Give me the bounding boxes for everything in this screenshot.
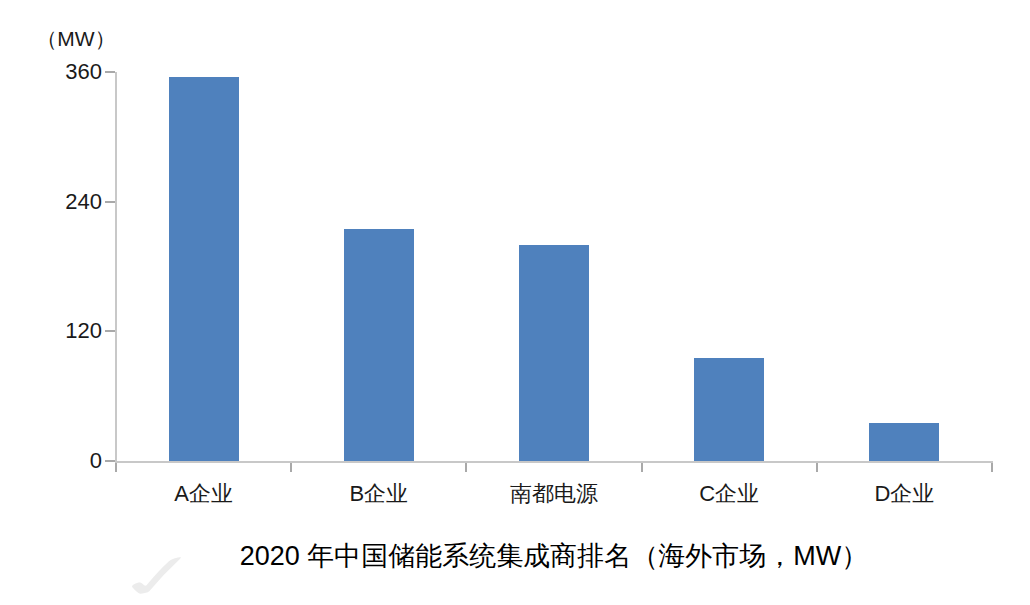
- y-axis-tick-label: 360: [28, 58, 102, 86]
- y-axis-tick: [105, 330, 115, 332]
- bar-chart: （MW） 0120240360A企业B企业南都电源C企业D企业 2020 年中国…: [0, 0, 1030, 605]
- bar-C企业: [694, 358, 764, 461]
- bar-B企业: [344, 229, 414, 461]
- x-axis-tick: [641, 463, 643, 472]
- x-axis-tick: [290, 463, 292, 472]
- x-axis-category-label: A企业: [116, 478, 291, 510]
- plot-area: 0120240360A企业B企业南都电源C企业D企业: [116, 72, 992, 461]
- y-axis-tick-label: 0: [28, 447, 102, 475]
- bar-D企业: [869, 423, 939, 461]
- x-axis-category-label: 南都电源: [466, 478, 641, 510]
- y-axis-tick: [105, 201, 115, 203]
- x-axis-category-label: D企业: [817, 478, 992, 510]
- bar-南都电源: [519, 245, 589, 461]
- x-axis-tick: [115, 463, 117, 472]
- x-axis-tick: [991, 463, 993, 472]
- chart-title: 2020 年中国储能系统集成商排名（海外市场，MW）: [116, 539, 992, 574]
- x-axis-line: [115, 461, 993, 463]
- bar-A企业: [169, 77, 239, 461]
- x-axis-tick: [465, 463, 467, 472]
- y-axis-tick: [105, 460, 115, 462]
- y-axis-tick-label: 240: [28, 188, 102, 216]
- x-axis-category-label: B企业: [291, 478, 466, 510]
- x-axis-tick: [816, 463, 818, 472]
- y-axis-tick-label: 120: [28, 317, 102, 345]
- y-axis-tick: [105, 71, 115, 73]
- x-axis-category-label: C企业: [642, 478, 817, 510]
- y-axis-unit-label: （MW）: [18, 26, 134, 52]
- y-axis-line: [115, 72, 117, 463]
